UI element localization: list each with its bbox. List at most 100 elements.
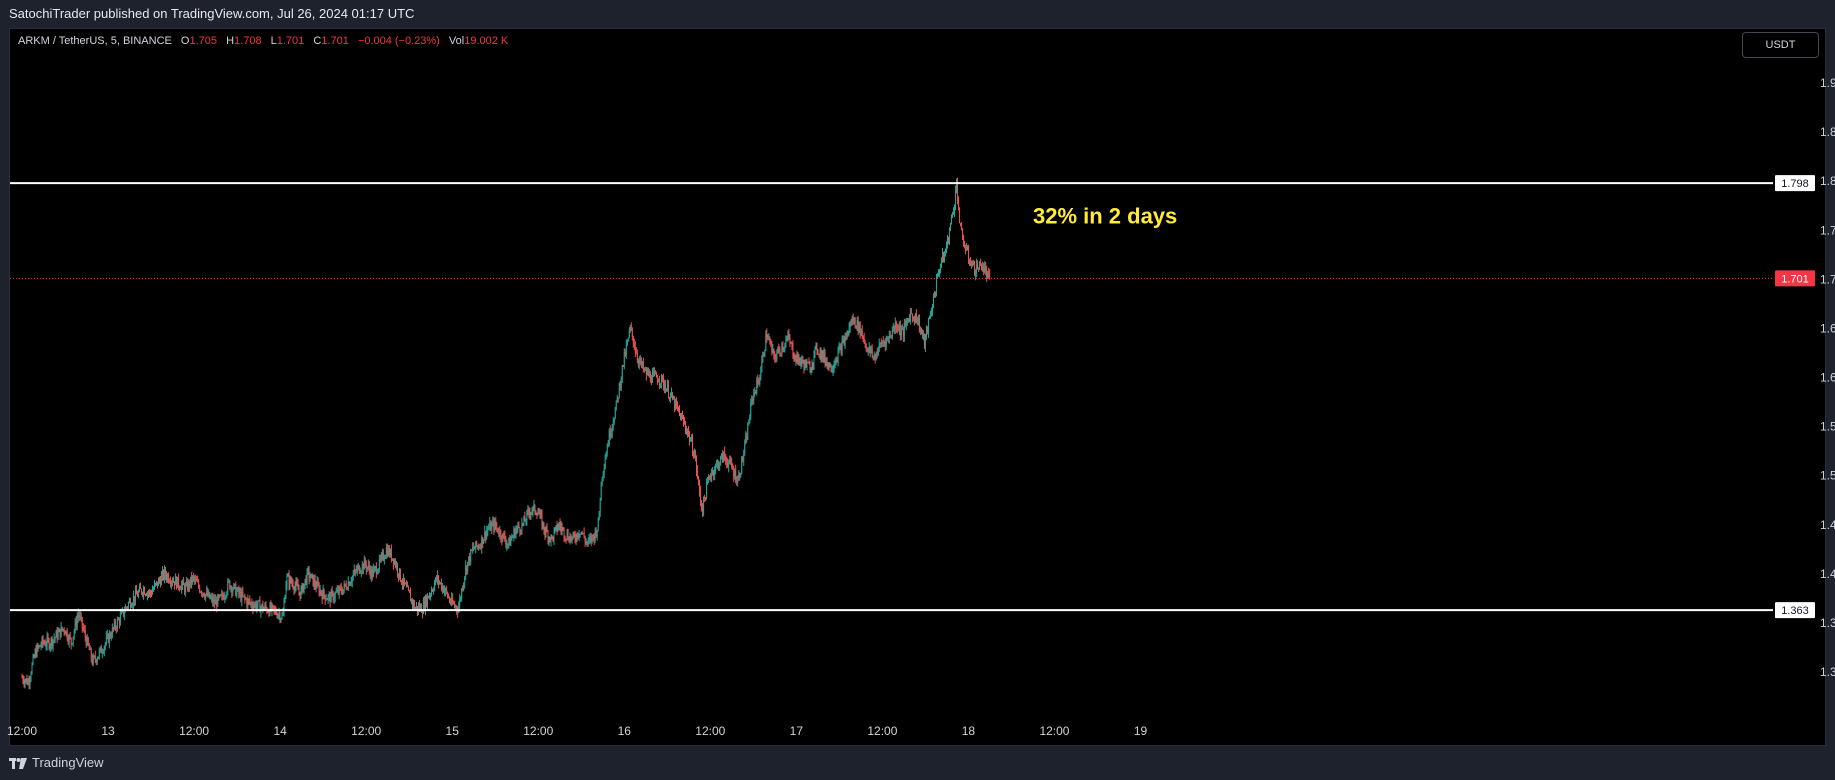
candle-body [77,614,79,618]
candlestick-chart[interactable]: 1.300 1.350 1.400 1.450 1.500 1.550 1.600 1.650… [0,0,1835,746]
candle-body [772,349,774,352]
candle-body [591,534,593,542]
candle-body [613,418,615,423]
candle-body [434,583,436,591]
candle-body [282,613,284,616]
candle-body [44,643,46,646]
candle-body [617,397,619,399]
candle-body [789,337,791,343]
candle-body [452,597,454,604]
candle-body [672,392,673,400]
candle-body [292,583,294,588]
candle-body [419,605,420,610]
candle-body [553,531,555,541]
candle-body [488,528,490,530]
candle-body [869,346,871,353]
candle-body [973,261,975,265]
candle-body [541,514,543,528]
candle-body [334,592,336,598]
candle-body [279,612,281,621]
candle-body [201,592,203,594]
candle-body [484,531,486,540]
candle-body [730,458,732,462]
candle-body [165,569,166,576]
candle-body [430,594,431,596]
candle-body [806,362,808,368]
candle-body [314,579,316,586]
candle-body [570,536,572,540]
candle-body [399,568,401,581]
candle-body [825,361,827,363]
candle-body [256,605,258,610]
candle-body [629,326,631,331]
candle-body [356,567,358,572]
tradingview-logo[interactable]: TradingView [9,746,104,780]
candle-body [710,476,712,479]
candle-body [749,417,751,423]
candle-body [640,358,642,366]
candle-body [693,453,694,457]
candle-body [686,428,687,434]
candle-body [748,422,750,425]
candle-body [733,469,735,477]
candle-body [231,586,233,593]
candle-body [674,398,675,409]
candle-body [885,338,887,347]
candle-body [566,532,568,540]
candle-body [149,591,150,593]
candle-body [864,342,866,344]
legend-close: 1.701 [321,35,349,47]
candle-body [887,337,889,339]
candle-body [947,236,948,247]
candle-body [775,357,777,359]
candle-body [778,348,780,350]
candle-body [578,534,580,537]
candle-body [194,577,196,581]
candle-body [815,344,817,348]
candle-body [246,599,248,606]
candle-body [822,351,824,359]
candle-body [714,470,716,476]
candle-body [679,410,680,414]
candle-body [290,577,292,583]
candle-body [299,591,301,598]
candle-body [229,580,231,589]
candle-body [524,516,526,522]
candle-body [431,590,433,595]
candle-body [413,601,414,606]
candle-body [817,351,819,354]
candle-body [823,352,825,359]
candle-body [610,432,612,437]
y-axis-tick-label: 1.600 [1820,371,1835,385]
candle-body [535,512,537,514]
candle-body [780,352,782,354]
candle-body [438,575,440,583]
y-axis-tick-label: 1.700 [1820,272,1835,286]
candle-body [148,592,149,594]
candle-body [689,432,690,441]
candle-body [988,272,990,274]
candle-body [118,619,120,624]
candle-body [623,352,625,366]
candle-body [164,569,165,579]
candle-body [670,394,671,399]
currency-unit-button[interactable]: USDT [1742,32,1819,58]
candle-body [151,593,152,595]
legend-symbol: ARKM / TetherUS, 5, BINANCE [18,35,172,47]
candle-body [336,589,338,592]
annotation-text[interactable]: 32% in 2 days [1033,204,1177,229]
candle-body [754,391,756,393]
candle-body [539,512,541,515]
candle-body [633,343,635,347]
candle-body [486,530,488,538]
candle-body [197,581,199,583]
candle-body [489,522,491,529]
candle-body [56,631,58,639]
chart-pane[interactable] [9,28,1826,746]
candle-body [820,350,822,359]
candle-body [468,556,470,563]
candle-body [425,596,426,610]
candle-body [178,576,180,587]
candle-body [160,580,161,585]
candle-body [38,645,40,648]
